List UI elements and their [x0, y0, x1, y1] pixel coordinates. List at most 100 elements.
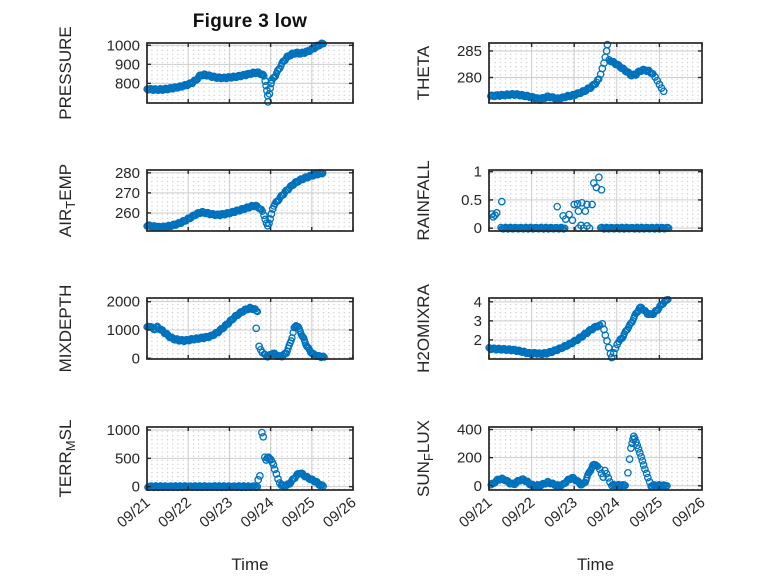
axes-box	[146, 297, 354, 360]
tick-marks	[146, 298, 354, 359]
data-point	[639, 461, 648, 469]
y-tick-label: 260	[115, 205, 140, 222]
data-point	[609, 349, 618, 357]
x-tick-label: 09/24	[584, 494, 624, 531]
data-point	[267, 79, 275, 88]
data-point	[653, 76, 662, 85]
y-tick-label: 0	[132, 479, 140, 496]
data-point	[570, 200, 579, 209]
subplot-rainfall: 0 0.5 1 RAINFALL	[414, 160, 703, 241]
y-tick-label: 0.5	[461, 192, 482, 209]
data-point	[637, 452, 645, 461]
data-point	[270, 465, 279, 474]
y-tick-label: 900	[115, 56, 140, 73]
axes-box	[146, 169, 354, 232]
y-tick-label: 1000	[107, 322, 140, 339]
y-axis-label-theta: THETA	[414, 45, 433, 100]
data-point	[630, 434, 639, 443]
y-tick-label: 3	[474, 313, 482, 330]
x-axis-label: Time	[231, 555, 268, 574]
data-point	[597, 185, 606, 194]
series-points	[487, 432, 671, 491]
series-points	[485, 295, 672, 362]
data-point	[261, 215, 270, 224]
data-point	[497, 197, 506, 206]
subplot-mixdepth: 0 1000 2000 MIXDEPTH	[56, 285, 354, 373]
data-point	[642, 469, 651, 478]
data-point	[606, 349, 615, 358]
data-point	[633, 441, 642, 450]
data-point	[624, 468, 632, 477]
data-point	[638, 456, 647, 465]
data-point	[588, 200, 596, 209]
subplot-sun-flux: 0 200 400 SUNFLUX 09/21 09/22 09/23 09/24 09/25 0…	[414, 420, 709, 574]
data-point	[256, 472, 264, 480]
series-points	[143, 168, 327, 232]
subplot-pressure: 800 900 1000 PRESSURE Figure 3 low	[56, 11, 354, 120]
data-point	[604, 474, 613, 482]
data-point	[568, 216, 577, 225]
x-tick-label: 09/22	[498, 494, 538, 531]
data-point	[573, 200, 582, 208]
x-tick-label: 09/23	[541, 494, 581, 531]
subplot-h2omixra: 2 3 4 H2OMIXRA	[414, 283, 703, 373]
major-grid	[489, 170, 702, 231]
data-point	[632, 438, 640, 446]
data-point	[266, 84, 275, 92]
data-point	[254, 476, 263, 484]
y-tick-label: 200	[457, 450, 482, 467]
tick-marks	[146, 170, 354, 231]
tick-marks	[146, 43, 354, 103]
data-point	[265, 219, 273, 228]
data-point	[595, 173, 603, 182]
tick-marks	[488, 298, 703, 359]
y-tick-label: 1000	[107, 422, 140, 439]
data-point	[267, 210, 276, 218]
y-tick-label: 1	[474, 164, 482, 181]
data-point	[625, 455, 634, 463]
x-tick-label: 09/25	[626, 494, 666, 531]
y-axis-label-mixdepth: MIXDEPTH	[56, 285, 75, 373]
data-point	[645, 477, 654, 486]
data-point	[655, 80, 664, 89]
x-tick-label: 09/23	[196, 494, 236, 531]
x-tick-label: 09/21	[114, 494, 154, 531]
data-point	[259, 432, 268, 441]
data-point	[613, 340, 622, 349]
data-point	[644, 473, 652, 482]
y-tick-label: 4	[474, 294, 482, 311]
x-axis-label: Time	[577, 555, 614, 574]
data-point	[641, 465, 649, 474]
data-point	[659, 87, 668, 96]
data-point	[274, 475, 282, 483]
y-tick-label: 285	[457, 43, 482, 60]
data-point	[583, 200, 591, 209]
data-point	[581, 207, 590, 216]
figure-title: Figure 3 low	[193, 11, 307, 32]
subplot-theta: 280 285 THETA	[414, 40, 703, 104]
data-point	[258, 428, 266, 437]
data-point	[266, 215, 275, 223]
y-tick-label: 0	[132, 350, 140, 367]
data-point	[627, 444, 635, 452]
data-point	[611, 344, 620, 353]
x-tick-label: 09/24	[237, 494, 277, 531]
tick-marks	[146, 427, 354, 490]
y-tick-label: 0	[474, 478, 482, 495]
x-tick-label: 09/26	[669, 494, 709, 531]
y-tick-label: 400	[457, 422, 482, 439]
x-tick-label: 09/21	[456, 494, 496, 531]
data-point	[252, 324, 261, 333]
y-tick-label: 280	[457, 70, 482, 87]
y-axis-label-air-temp: AIRTEMP	[56, 164, 78, 237]
y-tick-label: 2	[474, 332, 482, 349]
data-point	[267, 76, 276, 84]
data-point	[492, 209, 501, 217]
data-point	[635, 449, 644, 457]
data-point	[602, 469, 611, 478]
y-tick-label: 2000	[107, 294, 140, 311]
data-point	[258, 348, 267, 357]
y-tick-label: 800	[115, 75, 140, 92]
